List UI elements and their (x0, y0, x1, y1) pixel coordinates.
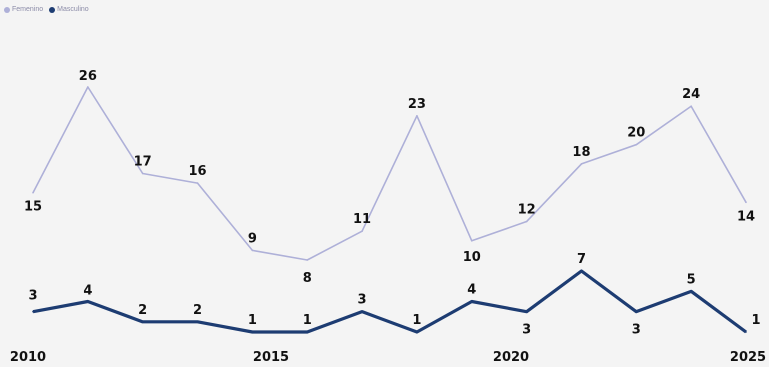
data-label: 1 (412, 313, 421, 328)
series-line-femenino (32, 86, 747, 261)
legend-item-masculino: Masculino (49, 6, 89, 13)
data-point (690, 290, 692, 293)
data-point (745, 331, 747, 333)
data-point (416, 115, 418, 117)
data-label: 3 (28, 289, 37, 304)
data-label: 3 (358, 293, 367, 308)
data-point (525, 310, 528, 313)
data-point (141, 172, 144, 175)
data-label: 1 (248, 313, 257, 328)
data-label: 3 (632, 323, 641, 338)
data-label: 10 (463, 250, 481, 265)
data-label: 2 (138, 303, 147, 318)
data-point (196, 182, 199, 184)
data-label: 3 (522, 323, 531, 338)
data-point (361, 230, 363, 232)
x-tick-label: 2010 (10, 350, 46, 365)
x-tick-label: 2015 (253, 350, 289, 365)
data-label: 7 (577, 252, 586, 267)
data-label: 4 (467, 283, 476, 298)
data-point (416, 331, 418, 333)
data-label: 23 (408, 97, 426, 112)
data-point (635, 310, 638, 313)
data-label: 17 (134, 155, 152, 170)
data-point (525, 220, 528, 223)
legend-swatch-femenino (4, 6, 10, 13)
data-point (251, 331, 254, 333)
data-label: 16 (188, 164, 206, 179)
data-point (580, 163, 583, 165)
data-label: 26 (79, 69, 97, 84)
data-point (361, 310, 363, 313)
legend-swatch-masculino (49, 6, 56, 13)
data-point (470, 239, 473, 242)
data-point (306, 259, 309, 261)
data-point (306, 331, 309, 333)
data-label: 1 (751, 313, 760, 328)
series-line-masculino (32, 269, 747, 334)
data-label: 14 (737, 209, 755, 224)
data-label: 9 (248, 231, 257, 246)
x-tick-label: 2025 (730, 350, 766, 365)
data-label: 5 (687, 272, 696, 287)
data-point (470, 300, 473, 303)
data-point (196, 321, 199, 323)
data-label: 4 (83, 284, 92, 299)
data-point (32, 310, 34, 313)
data-point (32, 191, 34, 194)
data-point (87, 86, 89, 88)
legend-label-femenino: Femenino (12, 6, 44, 13)
data-point (580, 270, 583, 272)
data-label: 24 (682, 87, 700, 102)
data-label: 18 (572, 145, 590, 160)
data-point (87, 300, 89, 303)
legend: Femenino Masculino (4, 6, 89, 13)
data-label: 20 (627, 126, 645, 141)
data-label: 11 (353, 212, 371, 227)
legend-item-femenino: Femenino (4, 6, 43, 13)
data-label: 15 (24, 200, 42, 215)
data-point (141, 321, 144, 323)
data-point (690, 105, 692, 108)
data-label: 1 (303, 313, 312, 328)
data-label: 8 (303, 271, 312, 286)
legend-label-masculino: Masculino (57, 6, 89, 13)
data-label: 12 (518, 203, 536, 218)
data-point (251, 249, 254, 252)
data-point (635, 143, 638, 146)
x-tick-label: 2020 (493, 350, 529, 365)
data-label: 2 (193, 303, 202, 318)
data-point (745, 201, 747, 204)
